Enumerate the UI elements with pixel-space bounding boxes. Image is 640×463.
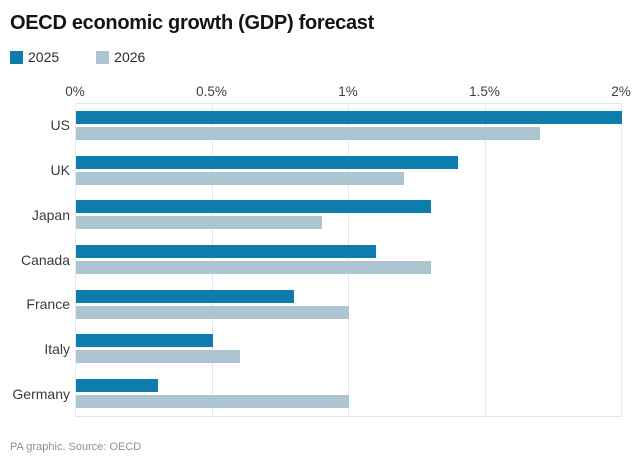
legend-item-2026: 2026 <box>96 50 145 64</box>
bar-germany-2025 <box>76 379 158 393</box>
x-tick-1%: 1% <box>338 84 358 99</box>
gridline-0% <box>75 103 76 416</box>
gridline-2% <box>621 103 622 416</box>
bar-italy-2025 <box>76 334 213 348</box>
category-label-canada: Canada <box>20 251 70 268</box>
bar-france-2025 <box>76 289 295 303</box>
bar-canada-2025 <box>76 245 377 258</box>
category-label-uk: UK <box>50 162 70 179</box>
bar-france-2026 <box>76 305 349 319</box>
bar-canada-2026 <box>76 261 431 274</box>
x-tick-2%: 2% <box>611 84 631 99</box>
source-credit: PA graphic. Source: OECD <box>10 441 142 453</box>
bar-us-2026 <box>76 126 541 140</box>
legend-item-2025: 2025 <box>10 50 59 64</box>
legend: 2025 2026 <box>10 50 145 64</box>
category-label-france: France <box>26 296 70 313</box>
bar-germany-2026 <box>76 395 349 409</box>
category-label-germany: Germany <box>12 385 70 402</box>
bar-italy-2026 <box>76 350 240 364</box>
category-label-us: US <box>50 117 70 134</box>
bar-japan-2026 <box>76 216 322 230</box>
category-label-japan: Japan <box>31 206 70 223</box>
legend-swatch-2025 <box>10 50 23 64</box>
category-label-italy: Italy <box>44 340 70 357</box>
plot-bottom-line <box>75 416 622 417</box>
bar-uk-2026 <box>76 171 404 185</box>
x-tick-0.5%: 0.5% <box>196 84 227 99</box>
x-tick-0%: 0% <box>65 84 85 99</box>
x-tick-1.5%: 1.5% <box>469 84 500 99</box>
gridline-1% <box>348 103 349 416</box>
chart-title: OECD economic growth (GDP) forecast <box>10 12 374 34</box>
bar-uk-2025 <box>76 155 459 169</box>
bar-japan-2025 <box>76 200 431 214</box>
gridline-1.5% <box>484 103 486 416</box>
legend-label-2026: 2026 <box>114 49 146 65</box>
bar-us-2025 <box>76 110 622 124</box>
legend-label-2025: 2025 <box>28 49 60 65</box>
gridline-0.5% <box>211 103 213 416</box>
legend-swatch-2026 <box>96 50 110 64</box>
